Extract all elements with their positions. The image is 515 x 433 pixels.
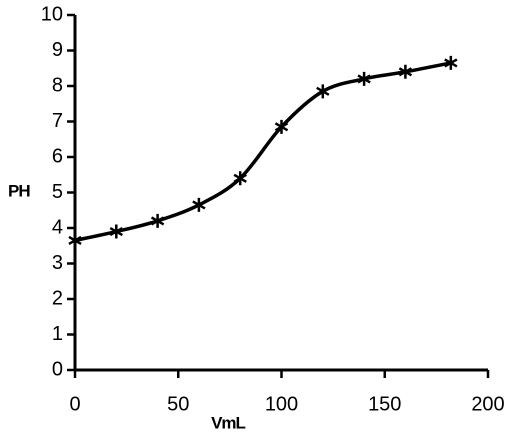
x-tick-label: 100 (265, 393, 298, 415)
marker (357, 71, 371, 86)
marker (150, 213, 165, 228)
x-tick-label: 50 (167, 393, 189, 415)
marker (68, 233, 82, 248)
marker (316, 84, 330, 99)
line (74, 61, 452, 243)
marker (274, 119, 289, 134)
x-tick-label: 150 (368, 393, 401, 415)
y-tick-label: 9 (52, 39, 63, 61)
marker (444, 55, 458, 70)
y-tick-label: 8 (52, 74, 63, 96)
x-tick-label: 0 (69, 393, 80, 415)
x-axis-label: VmL (211, 413, 245, 432)
y-tick-label: 3 (52, 252, 63, 274)
y-tick-label: 7 (52, 110, 63, 132)
marker (398, 64, 413, 79)
y-tick-label: 4 (52, 216, 63, 238)
y-tick-label: 10 (41, 3, 63, 25)
y-tick-label: 5 (52, 181, 63, 203)
marker (192, 197, 206, 212)
marker (109, 224, 123, 239)
x-tick-label: 200 (471, 393, 504, 415)
y-axis-label: PH (8, 181, 30, 200)
y-tick-label: 2 (52, 287, 63, 309)
marker (233, 171, 247, 186)
y-tick-label: 1 (52, 323, 63, 345)
y-tick-label: 0 (52, 358, 63, 380)
y-tick-label: 6 (52, 145, 63, 167)
